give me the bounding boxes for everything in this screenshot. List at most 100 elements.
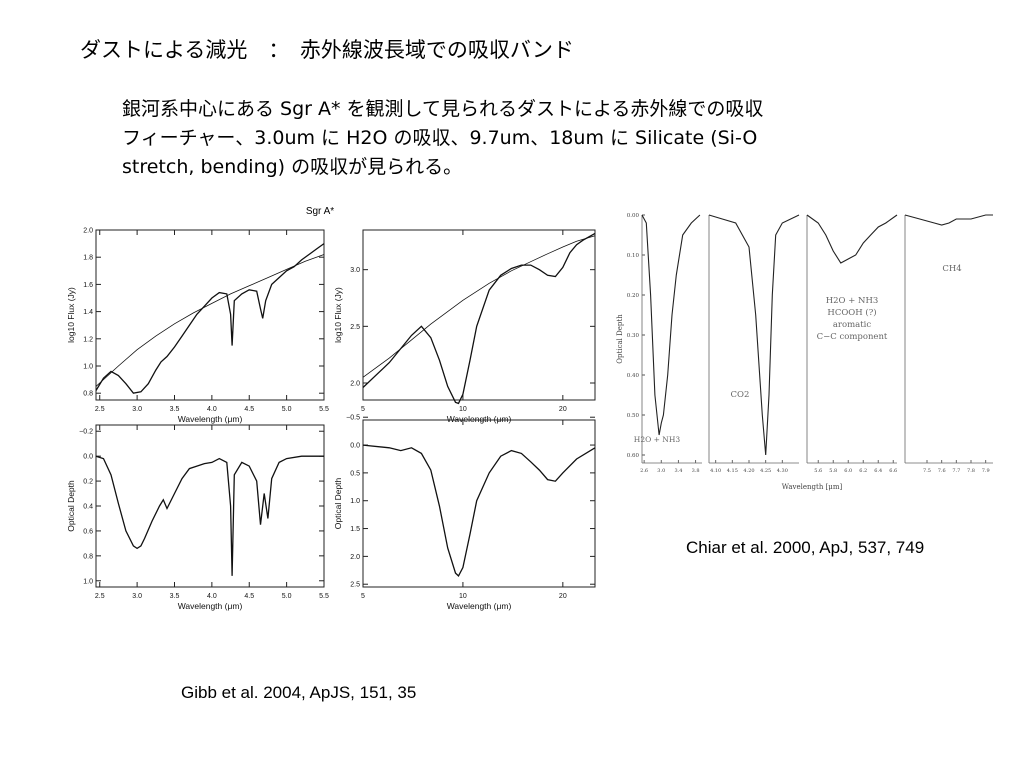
y-tick-label: 1.8 <box>83 255 93 262</box>
y-tick-label: 0.60 <box>627 453 640 459</box>
annotation-cc-component: C−C component <box>817 332 888 342</box>
y-axis-label: log10 Flux (Jy) <box>333 287 343 343</box>
annotation-aromatic: aromatic <box>833 320 872 330</box>
x-tick-label: 6.6 <box>889 468 897 474</box>
x-axis-label: Wavelength (μm) <box>447 414 512 424</box>
body-text: 銀河系中心にある Sgr A* を観測して見られるダストによる赤外線での吸収 フ… <box>122 95 922 182</box>
x-tick-label: 5.5 <box>319 593 329 600</box>
x-axis-label: Wavelength [μm] <box>782 483 843 491</box>
y-tick-label: 2.5 <box>350 582 360 589</box>
x-tick-label: 7.9 <box>982 468 990 474</box>
annotation-h2o-nh3: H2O + NH3 <box>826 296 879 306</box>
x-tick-label: 7.5 <box>923 468 931 474</box>
continuum-line <box>362 235 596 378</box>
x-tick-label: 3.5 <box>170 406 180 413</box>
x-tick-label: 5.0 <box>282 406 292 413</box>
x-tick-label: 4.5 <box>244 593 254 600</box>
x-axis-label: Wavelength (μm) <box>447 601 512 611</box>
spectrum-line <box>95 243 325 394</box>
x-tick-label: 6.2 <box>859 468 867 474</box>
y-tick-label: 0.10 <box>627 253 640 259</box>
spectrum-line <box>95 455 324 576</box>
x-tick-label: 5.0 <box>282 593 292 600</box>
x-tick-label: 10 <box>459 593 467 600</box>
x-tick-label: 5.8 <box>829 468 837 474</box>
caption-chiar: Chiar et al. 2000, ApJ, 537, 749 <box>686 538 925 557</box>
flux-short-panel: 2.5 3.0 3.5 4.0 4.5 5.0 5.5 0.8 1.0 1.2 1.4 1.6 1.8 2… <box>66 228 329 425</box>
x-axis-label: Wavelength (μm) <box>178 414 243 424</box>
y-tick-label: 2.0 <box>83 228 93 235</box>
y-tick-label: −0.2 <box>79 429 93 436</box>
y-tick-label: 1.0 <box>83 364 93 371</box>
y-tick-label: 3.0 <box>350 267 360 274</box>
x-tick-label: 20 <box>559 593 567 600</box>
annotation-h2o: H2O + NH3 <box>634 435 681 444</box>
y-tick-label: 1.4 <box>83 309 93 316</box>
y-tick-label: −0.5 <box>346 415 360 422</box>
sgr-a-title: Sgr A* <box>306 206 334 217</box>
x-tick-label: 4.30 <box>777 468 788 474</box>
y-tick-label: 1.5 <box>350 526 360 533</box>
tau-long-panel: 5 10 20 −0.5 0.0 0.5 1.0 1.5 2.0 2.5 Wavelength (μ… <box>333 415 596 611</box>
x-tick-label: 5.5 <box>319 406 329 413</box>
x-tick-label: 20 <box>559 406 567 413</box>
y-tick-label: 1.0 <box>350 498 360 505</box>
y-axis-label: Optical Depth <box>333 477 343 529</box>
x-tick-label: 2.6 <box>640 468 648 474</box>
plot-frame <box>362 419 596 588</box>
caption-gibb: Gibb et al. 2004, ApJS, 151, 35 <box>181 683 417 702</box>
spectrum-line <box>641 214 701 436</box>
plot-frame <box>95 229 325 401</box>
y-tick-label: 0.8 <box>83 391 93 398</box>
flux-long-panel: 5 10 20 2.0 2.5 3.0 Wavelength (μm) log10 Flux … <box>333 229 596 424</box>
y-tick-label: 2.0 <box>350 554 360 561</box>
y-tick-label: 1.2 <box>83 336 93 343</box>
x-tick-label: 3.8 <box>692 468 700 474</box>
x-tick-label: 4.0 <box>207 406 217 413</box>
plot-frame <box>362 229 596 401</box>
x-tick-label: 2.5 <box>95 406 105 413</box>
gibb-figure: Sgr A* 2.5 3.0 3.5 4.0 4.5 5.0 5.5 0.8 1.0 1.2 1.4… <box>66 206 596 611</box>
body-line-1: 銀河系中心にある Sgr A* を観測して見られるダストによる赤外線での吸収 <box>122 98 764 120</box>
y-tick-label: 0.8 <box>83 553 93 560</box>
x-tick-label: 7.6 <box>938 468 946 474</box>
spectrum-line <box>362 232 596 405</box>
body-line-2: フィーチャー、3.0um に H2O の吸収、9.7um、18um に Sili… <box>122 127 758 149</box>
tau-short-panel: 2.5 3.0 3.5 4.0 4.5 5.0 5.5 −0.2 0.0 0.2 0.4 0.6 0.8… <box>66 424 329 611</box>
chiar-figure: 0.00 0.10 0.20 0.30 0.40 0.50 0.60 Optical Dept… <box>616 213 993 491</box>
y-tick-label: 0.2 <box>83 479 93 486</box>
annotation-ch4: CH4 <box>942 264 961 274</box>
y-tick-label: 0.5 <box>350 470 360 477</box>
x-tick-label: 3.0 <box>657 468 665 474</box>
slide-title: ダストによる減光 ： 赤外線波長域での吸収バンド <box>80 38 574 62</box>
x-tick-label: 7.7 <box>952 468 960 474</box>
x-tick-label: 3.0 <box>132 406 142 413</box>
y-axis-label: Optical Depth <box>66 480 76 532</box>
y-tick-label: 2.0 <box>350 381 360 388</box>
y-tick-label: 2.5 <box>350 324 360 331</box>
y-tick-label: 0.40 <box>627 373 640 379</box>
y-tick-label: 0.50 <box>627 413 640 419</box>
x-tick-label: 10 <box>459 406 467 413</box>
x-axis-label: Wavelength (μm) <box>178 601 243 611</box>
x-tick-label: 7.8 <box>967 468 975 474</box>
x-tick-label: 4.25 <box>760 468 771 474</box>
spectrum-line <box>806 214 898 264</box>
y-tick-label: 1.0 <box>83 578 93 585</box>
x-tick-label: 3.0 <box>132 593 142 600</box>
y-tick-label: 0.0 <box>350 443 360 450</box>
annotation-co2: CO2 <box>731 390 750 400</box>
spectrum-line <box>362 444 596 577</box>
annotation-hcooh: HCOOH (?) <box>827 307 876 318</box>
x-tick-label: 3.5 <box>170 593 180 600</box>
x-tick-label: 5.6 <box>814 468 822 474</box>
spectrum-line <box>904 214 993 226</box>
spectrum-line <box>708 214 800 456</box>
x-tick-label: 4.10 <box>710 468 721 474</box>
chiar-panels: 0.00 0.10 0.20 0.30 0.40 0.50 0.60 Optical Dept… <box>616 213 993 491</box>
y-tick-label: 0.4 <box>83 504 93 511</box>
x-tick-label: 2.5 <box>95 593 105 600</box>
x-tick-label: 3.4 <box>674 468 682 474</box>
plot-frame <box>95 424 325 588</box>
x-tick-label: 4.0 <box>207 593 217 600</box>
